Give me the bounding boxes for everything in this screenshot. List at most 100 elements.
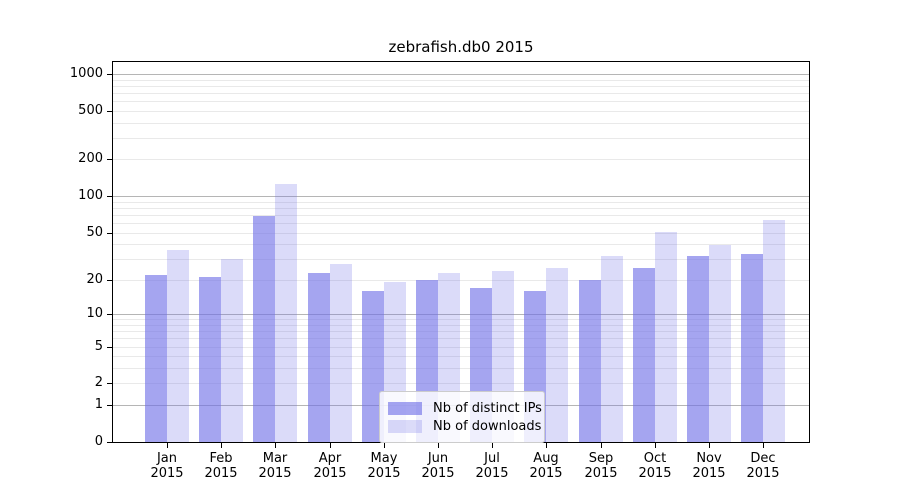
legend-swatch-distinct-ips bbox=[388, 401, 422, 415]
bar-downloads-dec bbox=[763, 220, 785, 442]
x-tick-year-aug: 2015 bbox=[529, 466, 563, 481]
y-tick-mark-100 bbox=[107, 196, 112, 197]
y-tick-mark-0 bbox=[107, 442, 112, 443]
y-tick-mark-2 bbox=[107, 383, 112, 384]
x-tick-label-dec: Dec 2015 bbox=[736, 451, 790, 481]
x-tick-label-jun: Jun 2015 bbox=[411, 451, 465, 481]
y-tick-label-1: 1 bbox=[94, 397, 103, 412]
x-tick-mark-feb bbox=[221, 443, 222, 448]
x-tick-mark-nov bbox=[709, 443, 710, 448]
gridline-minor-50 bbox=[113, 233, 809, 234]
x-tick-month-apr: Apr bbox=[318, 451, 342, 466]
gridline-minor-500 bbox=[113, 111, 809, 112]
x-tick-year-jun: 2015 bbox=[421, 466, 455, 481]
gridline-minor-3 bbox=[113, 368, 809, 369]
bar-downloads-sep bbox=[601, 256, 623, 442]
legend-swatch-downloads bbox=[388, 419, 422, 433]
y-tick-mark-5 bbox=[107, 347, 112, 348]
x-tick-month-mar: Mar bbox=[262, 451, 288, 466]
x-tick-month-nov: Nov bbox=[696, 451, 722, 466]
gridline-minor-5 bbox=[113, 347, 809, 348]
y-tick-label-200: 200 bbox=[78, 151, 103, 166]
legend: Nb of distinct IPs Nb of downloads bbox=[379, 391, 545, 443]
x-tick-mark-sep bbox=[601, 443, 602, 448]
x-tick-year-nov: 2015 bbox=[692, 466, 726, 481]
x-tick-mark-apr bbox=[330, 443, 331, 448]
x-tick-label-feb: Feb 2015 bbox=[194, 451, 248, 481]
y-tick-label-50: 50 bbox=[86, 225, 103, 240]
gridline-minor-300 bbox=[113, 138, 809, 139]
gridline-minor-600 bbox=[113, 101, 809, 102]
gridline-minor-70 bbox=[113, 215, 809, 216]
bar-distinct-ips-apr bbox=[308, 273, 330, 442]
bar-downloads-mar bbox=[275, 184, 297, 442]
x-tick-label-jul: Jul 2015 bbox=[465, 451, 519, 481]
x-tick-mark-jul bbox=[492, 443, 493, 448]
x-tick-label-jan: Jan 2015 bbox=[140, 451, 194, 481]
x-tick-label-mar: Mar 2015 bbox=[248, 451, 302, 481]
bar-downloads-oct bbox=[655, 232, 677, 442]
x-tick-year-jan: 2015 bbox=[150, 466, 184, 481]
y-tick-mark-20 bbox=[107, 280, 112, 281]
bar-distinct-ips-nov bbox=[687, 256, 709, 442]
y-tick-label-1000: 1000 bbox=[69, 66, 103, 81]
x-tick-month-feb: Feb bbox=[209, 451, 233, 466]
x-tick-year-dec: 2015 bbox=[746, 466, 780, 481]
gridline-minor-7 bbox=[113, 331, 809, 332]
x-tick-label-oct: Oct 2015 bbox=[628, 451, 682, 481]
x-tick-year-oct: 2015 bbox=[638, 466, 672, 481]
bar-distinct-ips-mar bbox=[253, 216, 275, 442]
y-tick-label-20: 20 bbox=[86, 272, 103, 287]
x-tick-mark-aug bbox=[546, 443, 547, 448]
y-tick-label-2: 2 bbox=[94, 375, 103, 390]
bar-distinct-ips-feb bbox=[199, 277, 221, 442]
bar-distinct-ips-dec bbox=[741, 254, 763, 442]
x-tick-month-oct: Oct bbox=[643, 451, 667, 466]
gridline-major-10 bbox=[113, 314, 809, 315]
bar-downloads-nov bbox=[709, 245, 731, 442]
x-tick-year-sep: 2015 bbox=[584, 466, 618, 481]
legend-entry-distinct-ips: Nb of distinct IPs bbox=[388, 400, 542, 416]
y-tick-mark-200 bbox=[107, 159, 112, 160]
x-tick-month-aug: Aug bbox=[533, 451, 559, 466]
x-tick-year-jul: 2015 bbox=[475, 466, 509, 481]
x-tick-year-mar: 2015 bbox=[258, 466, 292, 481]
bar-distinct-ips-sep bbox=[579, 280, 601, 442]
gridline-minor-4 bbox=[113, 356, 809, 357]
y-tick-mark-50 bbox=[107, 233, 112, 234]
x-tick-label-aug: Aug 2015 bbox=[519, 451, 573, 481]
chart-title: zebrafish.db0 2015 bbox=[388, 38, 534, 56]
legend-entry-downloads: Nb of downloads bbox=[388, 418, 541, 434]
x-tick-mark-jun bbox=[438, 443, 439, 448]
y-tick-label-5: 5 bbox=[94, 339, 103, 354]
gridline-minor-9 bbox=[113, 319, 809, 320]
x-tick-mark-may bbox=[384, 443, 385, 448]
gridline-minor-20 bbox=[113, 280, 809, 281]
x-tick-year-apr: 2015 bbox=[313, 466, 347, 481]
bar-downloads-feb bbox=[221, 259, 243, 442]
gridline-minor-2 bbox=[113, 383, 809, 384]
legend-label-distinct-ips: Nb of distinct IPs bbox=[433, 400, 542, 416]
x-tick-month-dec: Dec bbox=[750, 451, 776, 466]
x-tick-year-feb: 2015 bbox=[204, 466, 238, 481]
gridline-minor-30 bbox=[113, 259, 809, 260]
y-tick-label-10: 10 bbox=[86, 306, 103, 321]
x-tick-mark-dec bbox=[763, 443, 764, 448]
gridline-minor-900 bbox=[113, 80, 809, 81]
gridline-minor-8 bbox=[113, 325, 809, 326]
x-tick-month-may: May bbox=[370, 451, 398, 466]
bar-distinct-ips-jan bbox=[145, 275, 167, 442]
gridline-minor-700 bbox=[113, 93, 809, 94]
x-tick-label-apr: Apr 2015 bbox=[303, 451, 357, 481]
gridline-minor-40 bbox=[113, 244, 809, 245]
x-tick-year-may: 2015 bbox=[367, 466, 401, 481]
bar-downloads-apr bbox=[330, 264, 352, 442]
y-tick-label-100: 100 bbox=[78, 188, 103, 203]
gridline-minor-400 bbox=[113, 123, 809, 124]
gridline-minor-90 bbox=[113, 202, 809, 203]
gridline-minor-60 bbox=[113, 223, 809, 224]
y-tick-mark-10 bbox=[107, 314, 112, 315]
gridline-minor-80 bbox=[113, 208, 809, 209]
gridline-major-1000 bbox=[113, 74, 809, 75]
